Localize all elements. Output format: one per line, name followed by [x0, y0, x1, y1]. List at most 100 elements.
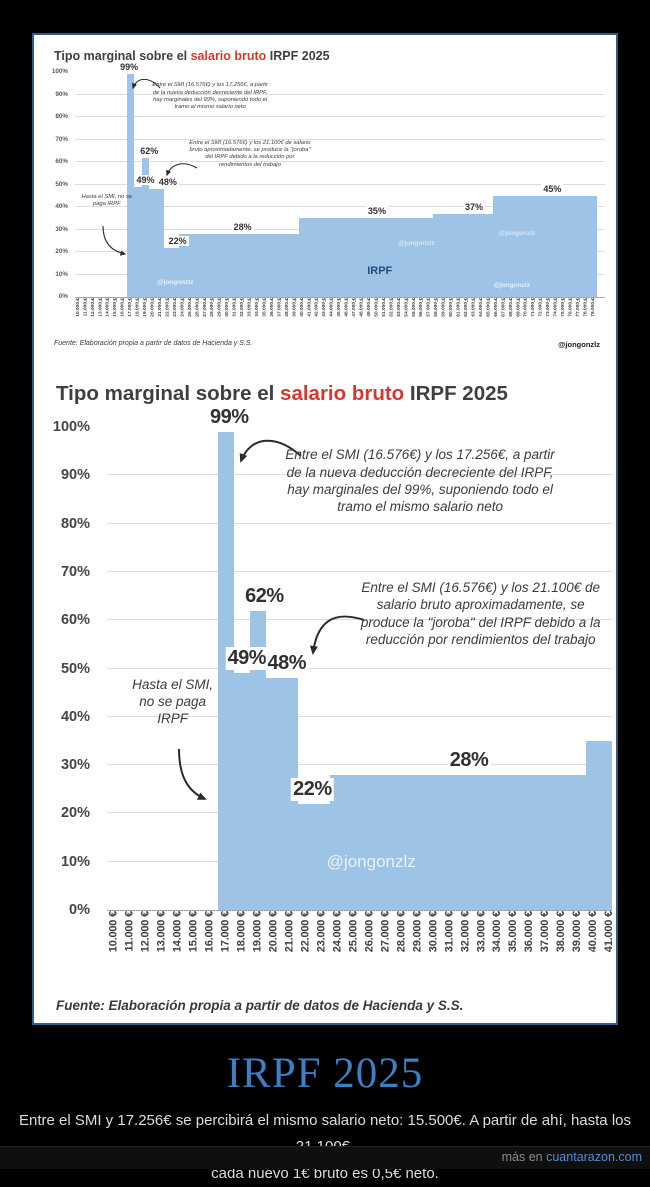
bar-segment	[134, 186, 142, 297]
y-axis-tick-label: 60%	[60, 612, 90, 629]
x-axis-tick-label: 50.000 €	[374, 298, 380, 317]
y-axis-tick-label: 30%	[60, 757, 90, 774]
x-axis-tick-label: 17.000 €	[219, 911, 232, 953]
x-axis-tick	[369, 911, 371, 915]
x-axis-tick	[376, 298, 378, 302]
x-axis-tick-label: 29.000 €	[411, 911, 424, 953]
source-row: Fuente: Elaboración propia a partir de d…	[54, 340, 600, 349]
x-axis-tick-label: 10.000 €	[107, 911, 120, 953]
x-axis-tick-label: 39.000 €	[292, 298, 298, 317]
x-axis-tick	[227, 298, 229, 302]
y-axis-tick-label: 0%	[58, 293, 68, 300]
x-axis-tick-label: 35.000 €	[262, 298, 268, 317]
x-axis-tick	[130, 298, 132, 302]
x-axis-tick	[210, 911, 212, 915]
x-axis-tick-label: 37.000 €	[539, 911, 552, 953]
value-label: 22%	[291, 777, 334, 801]
gridline	[107, 764, 612, 766]
x-axis-tick-label: 19.000 €	[143, 298, 149, 317]
arrow-to-99-spike	[132, 78, 161, 90]
y-axis-labels: 0% 10% 20% 30% 40% 50% 60% 70% 80% 90% 100%	[34, 419, 98, 918]
annotation-joroba: Entre el SMI (16.576€) y los 21.100€ de …	[360, 580, 601, 647]
value-label: 37%	[462, 201, 485, 212]
x-axis-tick	[414, 298, 416, 302]
x-axis-tick-label: 45.000 €	[337, 298, 343, 317]
x-axis-tick-label: 28.000 €	[395, 911, 408, 953]
x-axis-tick	[561, 911, 563, 915]
x-axis-tick-label: 55.000 €	[411, 298, 417, 317]
bar-segment	[141, 157, 150, 297]
gridline	[75, 206, 605, 207]
y-axis-labels: 0% 10% 20% 30% 40% 50% 60% 70% 80% 90% 100%	[34, 68, 72, 300]
x-axis-tick-label: 23.000 €	[172, 298, 178, 317]
bar-segment	[164, 247, 180, 297]
x-axis-tick-label: 74.000 €	[553, 298, 559, 317]
chart-title: Tipo marginal sobre el salario bruto IRP…	[56, 382, 508, 406]
plot-area: Entre el SMI (16.576€) y los 17.256€, a …	[107, 405, 612, 911]
x-axis-tick	[513, 911, 515, 915]
x-axis-tick	[309, 298, 311, 302]
bar-segment	[126, 74, 135, 297]
x-axis-tick	[444, 298, 446, 302]
x-axis-tick-label: 57.000 €	[426, 298, 432, 317]
source-row: Fuente: Elaboración propia a partir de d…	[56, 998, 600, 1013]
x-axis-tick-label: 13.000 €	[155, 911, 168, 953]
plot-area: Entre el SMI (16.576€) y los 17.256€, a …	[75, 62, 605, 298]
x-axis-tick	[226, 911, 228, 915]
x-axis-tick	[108, 298, 110, 302]
annotation-deduction-99: Entre el SMI (16.576€) y los 17.256€, a …	[152, 82, 268, 111]
x-axis-tick-label: 44.000 €	[329, 298, 335, 317]
x-axis-tick	[339, 298, 341, 302]
x-axis-tick	[354, 298, 356, 302]
x-axis-tick-label: 70.000 €	[523, 298, 529, 317]
x-axis-tick	[190, 298, 192, 302]
x-axis-tick-label: 19.000 €	[251, 911, 264, 953]
y-axis-tick-label: 50%	[60, 660, 90, 677]
footer: más en cuantarazon.com	[0, 1146, 650, 1169]
x-axis-tick-label: 41.000 €	[603, 911, 612, 953]
gridline	[75, 183, 605, 185]
x-axis-tick	[391, 298, 393, 302]
x-axis-tick-label: 76.000 €	[568, 298, 574, 317]
watermark: @jongonzlz	[326, 852, 416, 872]
y-axis-tick-label: 10%	[55, 270, 68, 278]
x-axis-tick	[146, 911, 148, 915]
x-axis-tick-label: 34.000 €	[255, 298, 261, 317]
x-axis-tick	[545, 911, 547, 915]
x-axis-tick-label: 67.000 €	[501, 298, 507, 317]
x-axis-tick-label: 27.000 €	[202, 298, 208, 317]
x-axis-tick	[473, 298, 475, 302]
x-axis-tick	[235, 298, 237, 302]
x-axis-tick	[449, 911, 451, 915]
x-axis-tick	[250, 298, 252, 302]
x-axis-tick	[194, 911, 196, 915]
value-label: 22%	[166, 235, 189, 246]
x-axis-tick-label: 66.000 €	[493, 298, 499, 317]
x-axis-tick-label: 17.000 €	[128, 298, 134, 317]
x-axis-tick-label: 58.000 €	[434, 298, 440, 317]
author-handle: @jongonzlz	[558, 340, 600, 349]
x-axis-tick-label: 20.000 €	[267, 911, 280, 953]
x-axis-tick-label: 69.000 €	[516, 298, 522, 317]
source-text: Fuente: Elaboración propia a partir de d…	[54, 340, 253, 347]
site-link[interactable]: cuantarazon.com	[546, 1150, 642, 1164]
chart-card: Tipo marginal sobre el salario bruto IRP…	[32, 33, 618, 1025]
x-axis-tick-label: 43.000 €	[322, 298, 328, 317]
value-label: 99%	[118, 62, 141, 73]
x-axis-tick-label: 12.000 €	[139, 911, 152, 953]
x-axis-tick	[384, 298, 386, 302]
x-axis-tick	[421, 298, 423, 302]
irpf-area-label: IRPF	[367, 264, 393, 277]
x-axis-tick-label: 14.000 €	[171, 911, 184, 953]
watermark: @jongonzlz	[493, 282, 530, 290]
x-axis-tick	[518, 298, 520, 302]
x-axis-tick	[138, 298, 140, 302]
x-axis-tick	[459, 298, 461, 302]
x-axis-tick	[258, 911, 260, 915]
x-axis-tick-label: 28.000 €	[210, 298, 216, 317]
x-axis-tick	[369, 298, 371, 302]
x-axis-tick	[609, 911, 611, 915]
x-axis-tick	[242, 911, 244, 915]
x-axis-tick-label: 77.000 €	[576, 298, 581, 317]
arrow-to-99-spike	[239, 439, 302, 463]
